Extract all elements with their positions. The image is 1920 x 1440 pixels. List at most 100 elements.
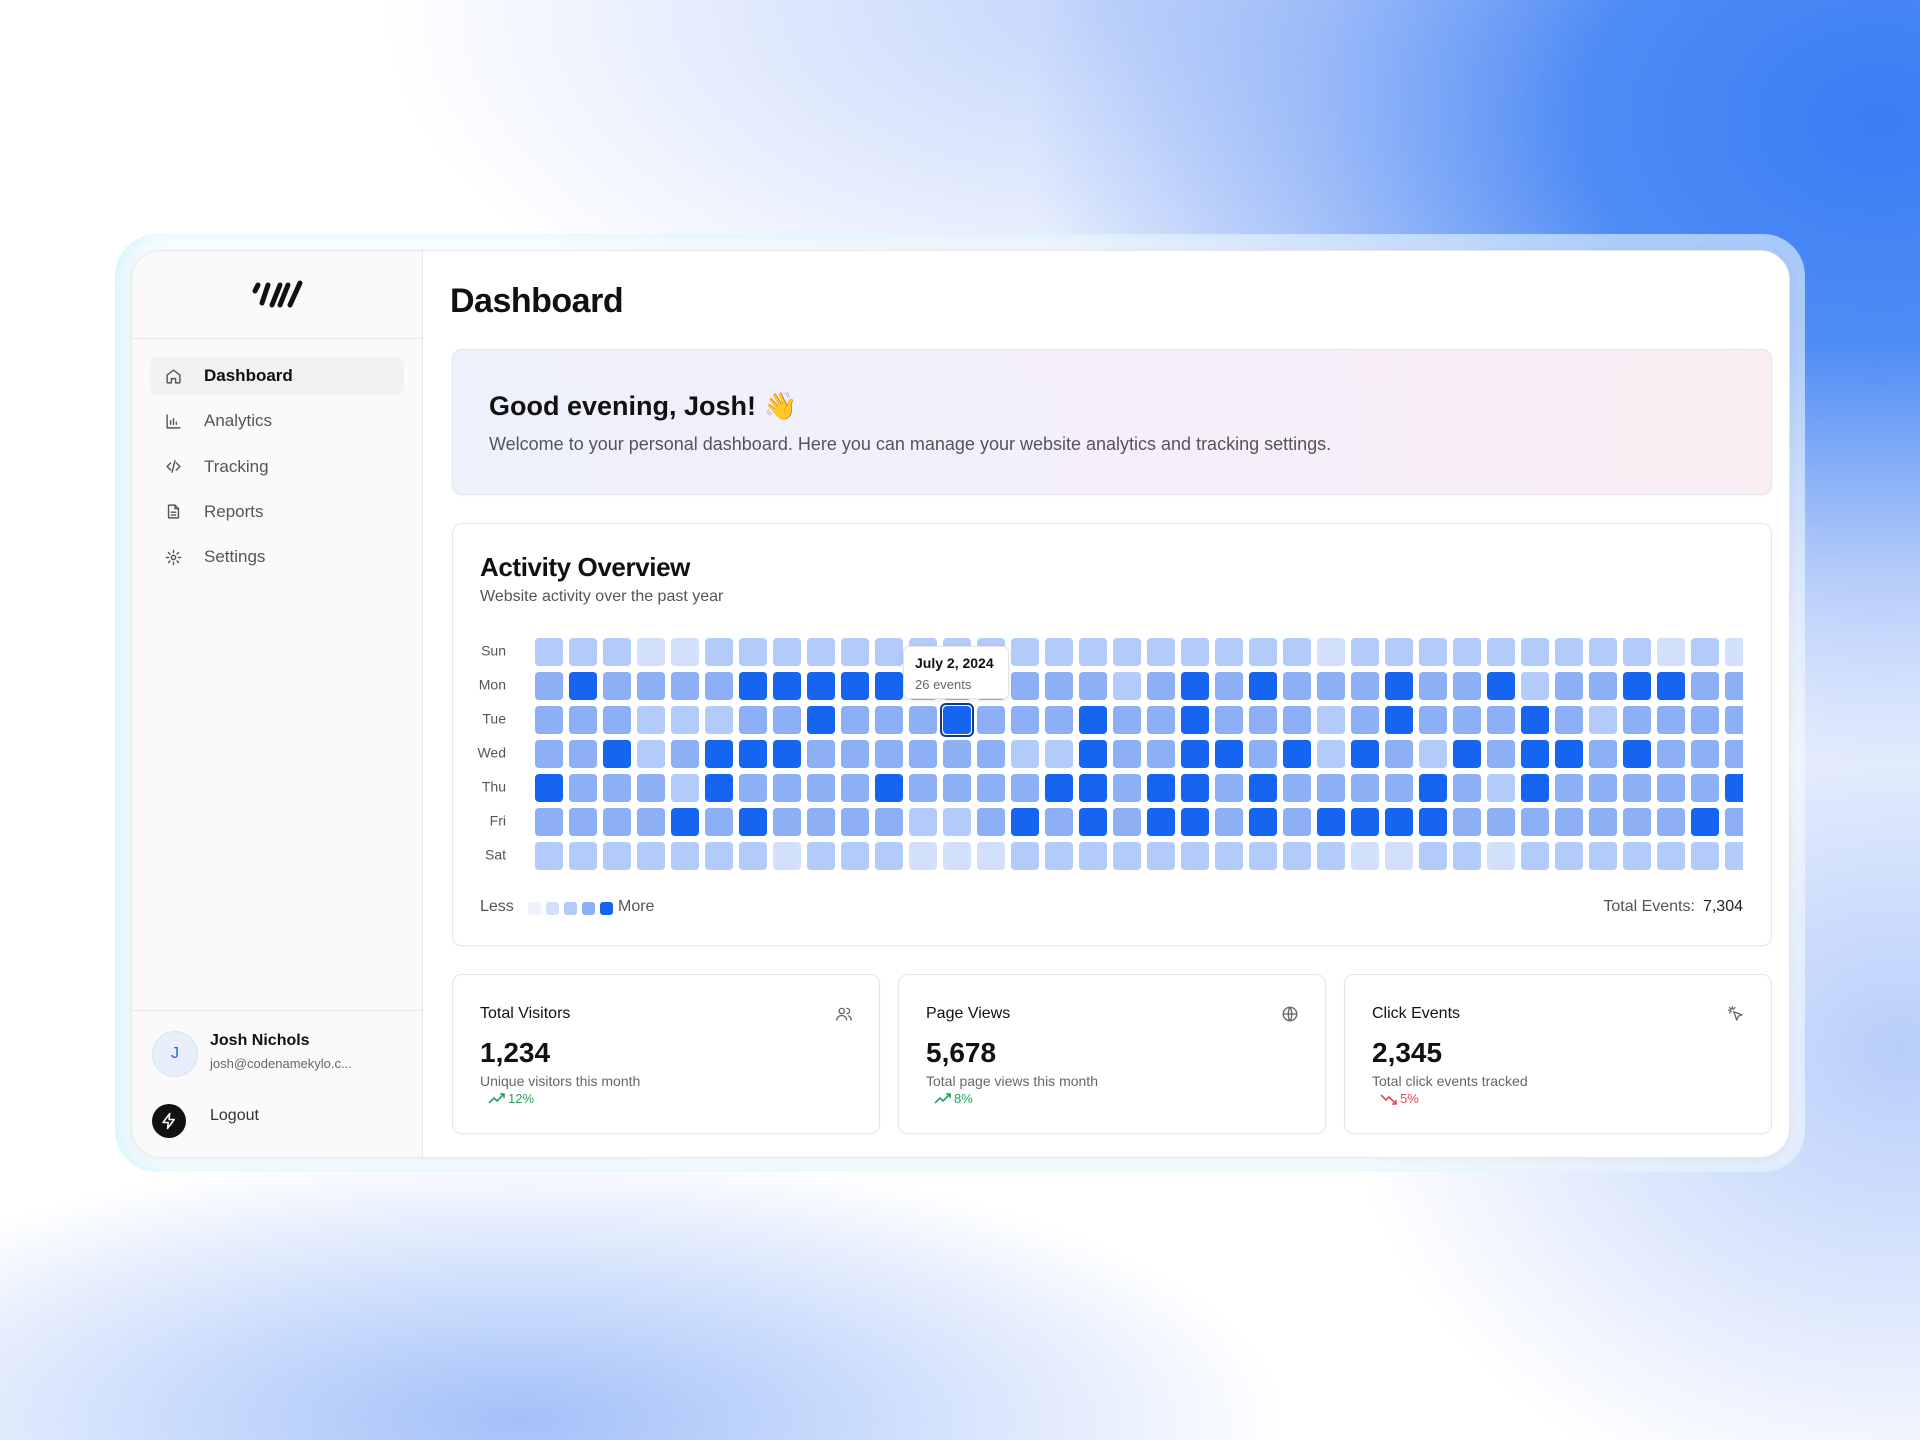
heatmap-cell <box>1691 774 1719 802</box>
heatmap-cell <box>807 740 835 768</box>
heatmap-cell <box>1657 842 1685 870</box>
heatmap-cell <box>1385 808 1413 836</box>
heatmap-cell <box>1385 740 1413 768</box>
heatmap-cell <box>909 774 937 802</box>
heatmap-cell <box>1555 672 1583 700</box>
nav-label: Analytics <box>204 411 273 431</box>
heatmap-cell <box>773 774 801 802</box>
heatmap-cell <box>671 638 699 666</box>
heatmap-cell <box>1283 740 1311 768</box>
heatmap-cell <box>1011 706 1039 734</box>
heatmap-cell <box>1147 638 1175 666</box>
nav-item[interactable]: Dashboard <box>150 357 404 395</box>
divider <box>132 1010 422 1011</box>
heatmap-cell <box>1079 672 1107 700</box>
heatmap-cell <box>1589 774 1617 802</box>
heatmap-cell <box>1351 774 1379 802</box>
heatmap-cell <box>1317 638 1345 666</box>
heatmap-cell <box>943 774 971 802</box>
heatmap-cell <box>1113 638 1141 666</box>
heatmap-cell <box>841 638 869 666</box>
nav-item[interactable]: Tracking <box>150 448 404 486</box>
heatmap-cell <box>739 740 767 768</box>
heatmap-cell <box>1249 774 1277 802</box>
legend-swatch <box>582 902 595 915</box>
heatmap-cell <box>807 774 835 802</box>
legend-swatch <box>528 902 541 915</box>
day-label: Fri <box>490 813 506 829</box>
nav-item[interactable]: Reports <box>150 493 404 531</box>
stat-label: Total Visitors <box>480 1005 571 1022</box>
heatmap-cell <box>1453 706 1481 734</box>
heatmap-cell <box>943 842 971 870</box>
heatmap-cell <box>1249 638 1277 666</box>
heatmap-cell <box>1045 842 1073 870</box>
heatmap-cell <box>1521 638 1549 666</box>
heatmap-cell <box>1351 672 1379 700</box>
heatmap-cell <box>773 740 801 768</box>
logout-icon[interactable] <box>152 1104 186 1138</box>
heatmap-cell <box>1385 672 1413 700</box>
heatmap-cell <box>1147 842 1175 870</box>
trend-arrow <box>934 1092 951 1104</box>
page-title: Dashboard <box>450 282 624 320</box>
heatmap-cell <box>1691 706 1719 734</box>
heatmap-cell <box>1351 740 1379 768</box>
heatmap-cell <box>1521 672 1549 700</box>
heatmap-cell <box>1317 774 1345 802</box>
heatmap-cell <box>1555 638 1583 666</box>
heatmap-cell <box>841 672 869 700</box>
heatmap-cell <box>739 842 767 870</box>
heatmap-cell <box>1147 672 1175 700</box>
heatmap-cell <box>1385 842 1413 870</box>
nav-item[interactable]: Settings <box>150 538 404 576</box>
heatmap-cell <box>1317 808 1345 836</box>
heatmap-cell <box>1419 706 1447 734</box>
heatmap-cell <box>1725 774 1743 802</box>
legend-swatch <box>600 902 613 915</box>
logout[interactable]: Logout <box>210 1107 259 1124</box>
trend-arrow <box>488 1092 505 1104</box>
heatmap-cell <box>705 808 733 836</box>
heatmap-cell <box>1521 774 1549 802</box>
heatmap-cell <box>1657 808 1685 836</box>
heatmap-cell <box>535 774 563 802</box>
day-label: Wed <box>477 745 506 761</box>
heatmap-cell <box>1453 808 1481 836</box>
activity-title: Activity Overview <box>480 552 690 582</box>
heatmap-cell <box>1045 638 1073 666</box>
heatmap-cell <box>569 638 597 666</box>
day-label: Sat <box>485 847 506 863</box>
heatmap-cell <box>1147 808 1175 836</box>
heatmap-cell <box>1453 740 1481 768</box>
heatmap-cell <box>569 740 597 768</box>
heatmap-cell <box>1419 740 1447 768</box>
heatmap-cell <box>671 842 699 870</box>
nav-item[interactable]: Analytics <box>150 402 404 440</box>
heatmap-cell <box>1657 740 1685 768</box>
heatmap-cell <box>1521 808 1549 836</box>
cell-highlight <box>940 703 974 737</box>
heatmap-cell <box>1419 638 1447 666</box>
heatmap-cell <box>1079 740 1107 768</box>
heatmap-cell <box>1249 740 1277 768</box>
heatmap-cell <box>773 808 801 836</box>
tooltip-events: 26 events <box>915 677 972 692</box>
heatmap-cell <box>1351 808 1379 836</box>
heatmap-cell <box>705 672 733 700</box>
stat-description: Unique visitors this month <box>480 1073 641 1089</box>
heatmap-cell <box>1079 706 1107 734</box>
heatmap-cell <box>807 706 835 734</box>
heatmap-cell <box>1045 740 1073 768</box>
heatmap-cell <box>1623 638 1651 666</box>
heatmap-cell <box>1147 774 1175 802</box>
heatmap-cell <box>1113 672 1141 700</box>
welcome-card: Good evening, Josh! 👋 Welcome to your pe… <box>452 349 1772 495</box>
logo[interactable] <box>250 277 306 311</box>
heatmap-cell <box>1079 774 1107 802</box>
heatmap-cell <box>1215 842 1243 870</box>
heatmap-cell <box>739 774 767 802</box>
nav-icon <box>165 549 182 565</box>
stat-value: 1,234 <box>480 1037 551 1068</box>
welcome-text: Welcome to your personal dashboard. Here… <box>489 434 1332 454</box>
